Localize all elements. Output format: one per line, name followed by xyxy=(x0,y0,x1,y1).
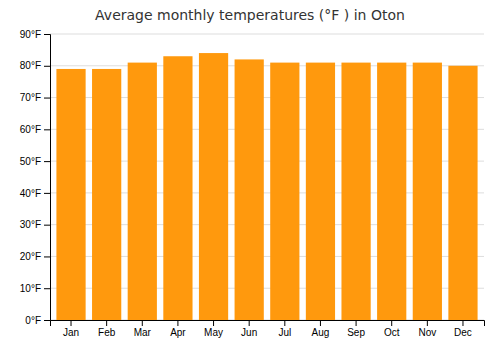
x-tick: Aug xyxy=(312,320,330,338)
y-tick: 70°F xyxy=(20,92,50,103)
x-axis: Jan Feb Mar Apr May Jun Jul Aug Sep Oct Nov Dec xyxy=(51,320,485,338)
x-tick-mark xyxy=(213,320,214,326)
y-axis: 0°F 10°F 20°F 30°F 40°F 50°F 60°F 70°F 80°F 90°F xyxy=(20,29,51,326)
x-tick: Sep xyxy=(347,320,365,338)
x-tick: Oct xyxy=(384,320,400,338)
x-tick-mark xyxy=(249,320,250,326)
x-tick: Apr xyxy=(170,320,186,338)
x-tick-label: May xyxy=(204,327,223,338)
x-tick-mark xyxy=(356,320,357,326)
x-tick-label: Mar xyxy=(134,327,152,338)
x-tick-mark xyxy=(462,320,463,326)
y-tick: 50°F xyxy=(20,156,50,167)
y-tick-mark xyxy=(44,98,50,99)
y-tick-mark xyxy=(44,256,50,257)
y-tick-label: 10°F xyxy=(20,283,41,294)
y-tick-mark xyxy=(44,129,50,130)
y-tick: 0°F xyxy=(25,315,50,326)
y-tick: 10°F xyxy=(20,283,50,294)
x-axis-line xyxy=(51,321,485,327)
x-tick-mark xyxy=(427,320,428,326)
y-tick-label: 80°F xyxy=(20,60,41,71)
y-tick-label: 0°F xyxy=(25,315,41,326)
x-tick: Nov xyxy=(418,320,436,338)
y-tick: 80°F xyxy=(20,60,50,71)
y-tick: 90°F xyxy=(20,29,50,40)
x-tick: Jan xyxy=(63,320,79,338)
y-tick-label: 20°F xyxy=(20,251,41,262)
y-tick-mark xyxy=(44,161,50,162)
bar xyxy=(270,63,299,320)
bar xyxy=(56,69,85,320)
x-tick: Jul xyxy=(278,320,291,338)
bar xyxy=(235,59,264,320)
x-tick-label: Dec xyxy=(454,327,472,338)
y-tick-label: 50°F xyxy=(20,156,41,167)
bar xyxy=(448,66,477,320)
bar xyxy=(377,63,406,320)
x-tick-mark xyxy=(284,320,285,326)
y-tick-mark xyxy=(44,225,50,226)
x-tick: Dec xyxy=(454,320,472,338)
x-tick-mark xyxy=(106,320,107,326)
grid-line xyxy=(50,34,484,35)
x-tick-mark xyxy=(71,320,72,326)
y-tick-label: 60°F xyxy=(20,124,41,135)
title: Average monthly temperatures (°F ) in Ot… xyxy=(95,7,405,23)
bar xyxy=(128,63,157,320)
chart: 0°F 10°F 20°F 30°F 40°F 50°F 60°F 70°F 80°F 90°F J… xyxy=(0,0,500,350)
x-tick-mark xyxy=(142,320,143,326)
x-tick-mark xyxy=(320,320,321,326)
x-tick: Mar xyxy=(134,320,152,338)
y-tick-label: 90°F xyxy=(20,29,41,40)
bar xyxy=(413,63,442,320)
y-tick: 30°F xyxy=(20,219,50,230)
grid xyxy=(50,34,484,320)
y-tick-label: 70°F xyxy=(20,92,41,103)
x-tick-mark xyxy=(177,320,178,326)
bar xyxy=(341,63,370,320)
bar xyxy=(92,69,121,320)
y-tick-mark xyxy=(44,34,50,35)
x-tick: Jun xyxy=(241,320,257,338)
y-tick-mark xyxy=(44,320,50,321)
y-tick-mark xyxy=(44,288,50,289)
bar xyxy=(306,63,335,320)
y-tick: 60°F xyxy=(20,124,50,135)
x-tick-label: Jun xyxy=(241,327,257,338)
x-tick-label: Nov xyxy=(418,327,436,338)
x-tick-label: Jul xyxy=(278,327,291,338)
x-tick-label: Aug xyxy=(312,327,330,338)
x-tick-label: Oct xyxy=(384,327,400,338)
bar xyxy=(199,53,228,320)
y-tick-mark xyxy=(44,66,50,67)
x-tick-label: Sep xyxy=(347,327,365,338)
y-tick: 20°F xyxy=(20,251,50,262)
y-tick: 40°F xyxy=(20,188,50,199)
x-tick: Feb xyxy=(98,320,116,338)
bars xyxy=(56,53,477,320)
y-tick-mark xyxy=(44,193,50,194)
x-tick-label: Feb xyxy=(98,327,116,338)
y-tick-label: 40°F xyxy=(20,188,41,199)
x-tick-mark xyxy=(391,320,392,326)
y-axis-line xyxy=(44,35,51,321)
y-tick-label: 30°F xyxy=(20,219,41,230)
x-tick-label: Apr xyxy=(170,327,186,338)
bar xyxy=(163,56,192,320)
x-tick-label: Jan xyxy=(63,327,79,338)
x-tick: May xyxy=(204,320,223,338)
plot-area: 0°F 10°F 20°F 30°F 40°F 50°F 60°F 70°F 80°F 90°F J… xyxy=(20,29,485,338)
